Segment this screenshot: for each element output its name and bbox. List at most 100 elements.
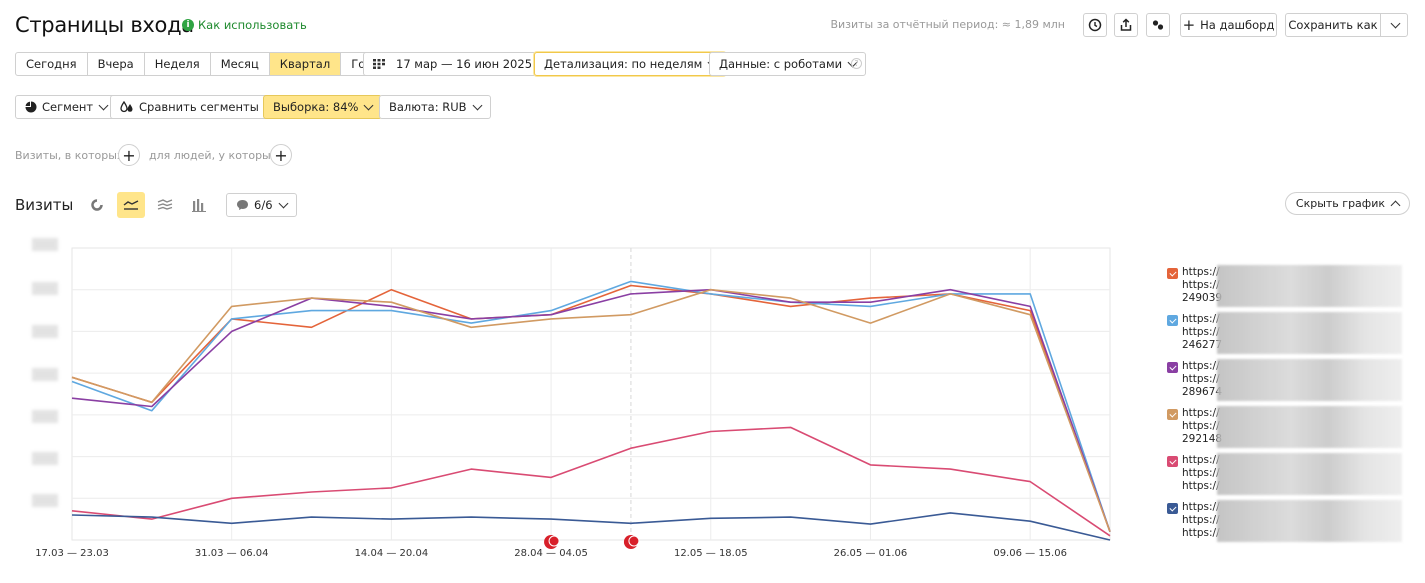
plus-icon: +	[1182, 15, 1196, 34]
date-range-label: 17 мар — 16 июн 2025	[396, 57, 533, 71]
donut-icon	[91, 199, 103, 211]
legend-item[interactable]: https://https://https://	[1167, 453, 1407, 503]
save-as-label: Сохранить как	[1288, 18, 1378, 32]
y-axis-label-redacted	[32, 494, 58, 507]
date-range-button[interactable]: 17 мар — 16 июн 2025	[363, 52, 543, 76]
history-button[interactable]	[1083, 13, 1107, 37]
legend-label-redacted	[1217, 500, 1402, 542]
how-to-use-link[interactable]: i Как использовать	[182, 18, 307, 32]
legend-item[interactable]: https://https://249039	[1167, 265, 1407, 315]
area-chart-icon	[157, 199, 173, 210]
how-to-use-label: Как использовать	[198, 18, 307, 32]
annotation-marker-stack	[628, 535, 640, 547]
legend-label: https://https://246277	[1182, 313, 1223, 351]
period-yesterday[interactable]: Вчера	[88, 53, 145, 75]
compare-segments-label: Сравнить сегменты	[139, 100, 259, 114]
chart-type-area[interactable]	[151, 192, 179, 218]
series-line-1	[71, 284, 1111, 532]
add-visits-condition-button[interactable]: +	[118, 144, 140, 166]
chevron-down-icon	[364, 100, 374, 110]
drops-icon	[1152, 20, 1164, 30]
x-tick-label: 31.03 — 06.04	[195, 548, 269, 559]
legend-item[interactable]: https://https://https://	[1167, 500, 1407, 550]
legend-label: https://https://https://	[1182, 454, 1220, 492]
legend-checkbox[interactable]	[1167, 315, 1178, 326]
legend-label-redacted	[1217, 406, 1402, 448]
series-count-dropdown[interactable]: 6/6	[226, 193, 297, 217]
plus-icon: +	[274, 145, 288, 165]
legend-label-redacted	[1217, 453, 1402, 495]
series-count-label: 6/6	[254, 198, 273, 212]
pie-icon	[25, 101, 37, 113]
y-axis-label-redacted	[32, 325, 58, 338]
chart-type-pie[interactable]	[83, 192, 111, 218]
legend-item[interactable]: https://https://292148	[1167, 406, 1407, 456]
legend-checkbox[interactable]	[1167, 362, 1178, 373]
hide-chart-label: Скрыть график	[1295, 197, 1385, 210]
legend-label-redacted	[1217, 312, 1402, 354]
x-tick-label: 28.04 — 04.05	[514, 548, 588, 559]
detail-dropdown[interactable]: Детализация: по неделям	[534, 52, 727, 76]
chevron-down-icon	[278, 198, 288, 208]
legend-checkbox[interactable]	[1167, 503, 1178, 514]
chevron-down-icon	[472, 100, 482, 110]
sample-label: Выборка: 84%	[273, 100, 359, 114]
currency-dropdown[interactable]: Валюта: RUB	[379, 95, 491, 119]
legend-item[interactable]: https://https://289674	[1167, 359, 1407, 409]
chart-legend: https://https://249039 https://https://24…	[1167, 265, 1407, 550]
to-dashboard-label: На дашборд	[1200, 18, 1275, 32]
help-icon[interactable]: ?	[851, 58, 862, 69]
chart-title: Визиты	[15, 196, 74, 214]
visits-condition-label: Визиты, в которых	[15, 149, 124, 162]
comment-icon	[237, 200, 248, 210]
legend-label: https://https://292148	[1182, 407, 1223, 445]
legend-checkbox[interactable]	[1167, 268, 1178, 279]
period-quarter[interactable]: Квартал	[269, 53, 342, 75]
period-selector: Сегодня Вчера Неделя Месяц Квартал Год	[15, 52, 385, 76]
people-condition-label: для людей, у которых	[149, 149, 278, 162]
segment-dropdown[interactable]: Сегмент	[15, 95, 118, 119]
compare-segments-dropdown[interactable]: Сравнить сегменты	[110, 95, 283, 119]
compare-button[interactable]	[1146, 13, 1170, 37]
chart-type-bar[interactable]	[185, 192, 213, 218]
period-month[interactable]: Месяц	[211, 53, 270, 75]
series-line-4	[71, 288, 1111, 532]
y-axis-label-redacted	[32, 410, 58, 423]
sample-dropdown[interactable]: Выборка: 84%	[263, 95, 383, 119]
save-as-dropdown[interactable]	[1380, 13, 1408, 37]
data-filter-dropdown[interactable]: Данные: с роботами	[709, 52, 867, 76]
y-axis-label-redacted	[32, 452, 58, 465]
plus-icon: +	[122, 145, 136, 165]
series-line-3	[71, 288, 1111, 532]
period-today[interactable]: Сегодня	[16, 53, 88, 75]
to-dashboard-button[interactable]: + На дашборд	[1180, 13, 1277, 37]
visits-period-text: Визиты за отчётный период: ≈ 1,89 млн	[830, 18, 1065, 31]
x-tick-label: 14.04 — 20.04	[355, 548, 429, 559]
add-people-condition-button[interactable]: +	[270, 144, 292, 166]
x-tick-label: 26.05 — 01.06	[834, 548, 908, 559]
series-line-2	[71, 280, 1111, 532]
series-line-6	[71, 512, 1111, 541]
legend-label: https://https://https://	[1182, 501, 1220, 539]
series-line-5	[71, 426, 1111, 537]
period-week[interactable]: Неделя	[145, 53, 211, 75]
legend-checkbox[interactable]	[1167, 456, 1178, 467]
detail-label: Детализация: по неделям	[544, 57, 703, 71]
x-tick-label: 17.03 — 23.03	[35, 548, 109, 559]
page-title: Страницы входа	[15, 13, 194, 37]
legend-label-redacted	[1217, 359, 1402, 401]
x-tick-label: 09.06 — 15.06	[993, 548, 1067, 559]
legend-item[interactable]: https://https://246277	[1167, 312, 1407, 362]
bar-chart-icon	[192, 198, 206, 212]
visits-line-chart[interactable]: 17.03 — 23.03 31.03 — 06.04 14.04 — 20.04 2…	[0, 230, 1150, 580]
chevron-down-icon	[1390, 18, 1400, 28]
save-as-button[interactable]: Сохранить как	[1285, 13, 1381, 37]
legend-checkbox[interactable]	[1167, 409, 1178, 420]
info-icon: i	[182, 19, 194, 31]
export-button[interactable]	[1114, 13, 1138, 37]
y-axis-label-redacted	[32, 282, 58, 295]
chart-type-line[interactable]	[117, 192, 145, 218]
hide-chart-button[interactable]: Скрыть график	[1284, 192, 1410, 215]
y-axis-label-redacted	[32, 238, 58, 251]
chevron-down-icon	[98, 100, 109, 110]
